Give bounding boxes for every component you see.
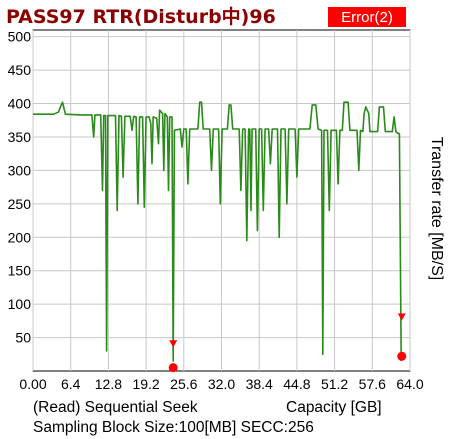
x-tick-label: 57.6: [359, 376, 386, 392]
x-tick-label: 51.2: [321, 376, 348, 392]
x-tick-label: 12.8: [95, 376, 122, 392]
error-marker: [168, 363, 178, 373]
footer-block-size: Sampling Block Size:100[MB] SECC:256: [33, 419, 314, 436]
series-line: [33, 101, 402, 362]
x-tick-label: 32.0: [208, 376, 235, 392]
x-tick-label: 25.6: [170, 376, 197, 392]
x-tick-label: 38.4: [246, 376, 273, 392]
y-tick-label: 150: [8, 263, 32, 279]
y-tick-label: 400: [8, 96, 32, 112]
error-arrow: [397, 313, 406, 321]
y-tick-label: 300: [8, 162, 32, 178]
error-markers: [168, 313, 407, 373]
x-tick-label: 6.4: [61, 376, 81, 392]
error-badge: [328, 7, 406, 27]
y-tick-label: 50: [15, 330, 31, 346]
error-badge-label: Error(2): [341, 9, 393, 26]
series-layer: [33, 101, 402, 362]
x-tick-label: 64.0: [396, 376, 423, 392]
chart-title: PASS97 RTR(Disturb中)96: [6, 5, 276, 28]
x-tick-label: 0.00: [19, 376, 46, 392]
y-tick-labels: 50 100 150 200 250 300 350 400 450 500: [8, 29, 32, 346]
plot-area: [32, 29, 411, 373]
error-marker: [397, 351, 407, 361]
y-tick-label: 100: [8, 296, 32, 312]
y-tick-label: 250: [8, 196, 32, 212]
error-arrow: [169, 340, 178, 348]
x-tick-labels: 0.00 6.4 12.8 19.2 25.6 32.0 38.4 44.8 51.2 57.6 6…: [19, 376, 423, 392]
y-tick-label: 450: [8, 62, 32, 78]
footer-capacity-label: Capacity [GB]: [286, 399, 382, 416]
y-tick-label: 350: [8, 129, 32, 145]
x-tick-label: 19.2: [132, 376, 159, 392]
y-axis-label: Transfer rate [MB/S]: [428, 137, 445, 280]
y-tick-label: 500: [8, 29, 32, 45]
x-tick-label: 44.8: [283, 376, 310, 392]
footer-mode: (Read) Sequential Seek: [33, 399, 198, 416]
y-tick-label: 200: [8, 229, 32, 245]
